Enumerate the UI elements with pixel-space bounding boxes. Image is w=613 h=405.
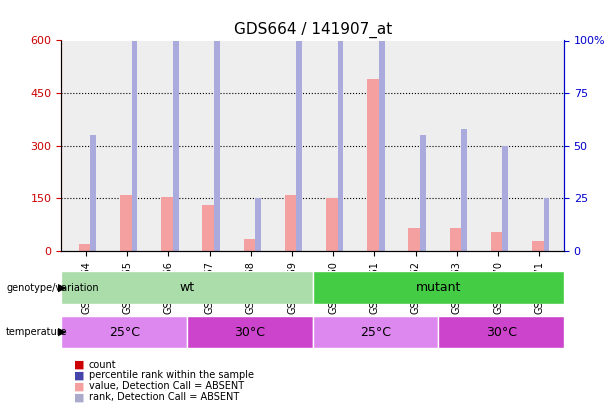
Bar <box>408 228 423 251</box>
Text: mutant: mutant <box>416 281 461 294</box>
Bar <box>544 198 549 251</box>
FancyBboxPatch shape <box>313 316 438 348</box>
FancyBboxPatch shape <box>61 316 187 348</box>
Text: 30°C: 30°C <box>234 326 265 339</box>
Bar <box>202 205 217 251</box>
Text: ▶: ▶ <box>58 327 67 337</box>
Text: genotype/variation: genotype/variation <box>6 283 99 292</box>
Bar <box>255 198 261 251</box>
Text: ▶: ▶ <box>58 283 67 292</box>
Bar <box>243 239 258 251</box>
Bar <box>296 0 302 251</box>
Text: value, Detection Call = ABSENT: value, Detection Call = ABSENT <box>89 382 244 391</box>
Bar <box>367 79 382 251</box>
Title: GDS664 / 141907_at: GDS664 / 141907_at <box>234 21 392 38</box>
Text: ■: ■ <box>74 371 84 380</box>
Text: wt: wt <box>180 281 194 294</box>
Bar <box>214 0 219 251</box>
FancyBboxPatch shape <box>187 316 313 348</box>
FancyBboxPatch shape <box>438 316 564 348</box>
Bar <box>420 135 425 251</box>
Text: 25°C: 25°C <box>360 326 391 339</box>
Text: ■: ■ <box>74 392 84 402</box>
Text: ■: ■ <box>74 382 84 391</box>
Text: rank, Detection Call = ABSENT: rank, Detection Call = ABSENT <box>89 392 239 402</box>
Bar <box>90 135 96 251</box>
Text: count: count <box>89 360 116 369</box>
Text: percentile rank within the sample: percentile rank within the sample <box>89 371 254 380</box>
Bar <box>449 228 464 251</box>
Bar <box>173 0 178 251</box>
Bar <box>503 146 508 251</box>
Text: 30°C: 30°C <box>485 326 517 339</box>
Bar <box>120 195 134 251</box>
Bar <box>79 244 93 251</box>
Bar <box>285 195 299 251</box>
Text: temperature: temperature <box>6 327 67 337</box>
Bar <box>461 129 467 251</box>
Text: 25°C: 25°C <box>109 326 140 339</box>
FancyBboxPatch shape <box>313 271 564 304</box>
Bar <box>326 198 340 251</box>
FancyBboxPatch shape <box>61 271 313 304</box>
Bar <box>491 232 505 251</box>
Bar <box>161 197 176 251</box>
Bar <box>338 0 343 251</box>
Bar <box>132 0 137 251</box>
Text: ■: ■ <box>74 360 84 369</box>
Bar <box>379 0 384 251</box>
Bar <box>532 241 546 251</box>
